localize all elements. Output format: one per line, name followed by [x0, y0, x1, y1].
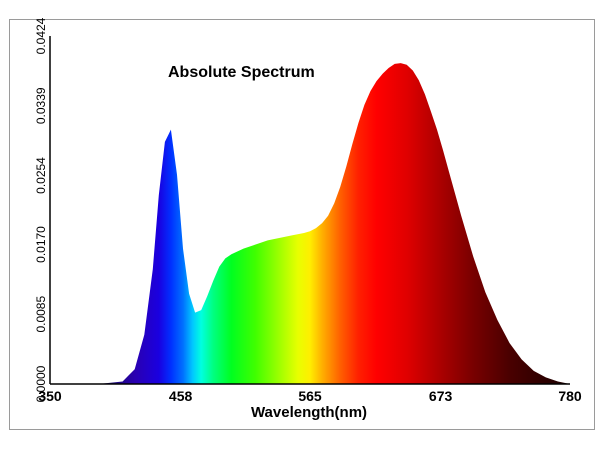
x-tick-label: 565	[298, 388, 322, 404]
x-tick-label: 673	[429, 388, 453, 404]
y-tick-label: 0.0170	[34, 226, 48, 263]
y-tick-label: 0.0085	[34, 296, 48, 333]
y-tick-label: 0.0000	[34, 365, 48, 402]
chart-axes	[49, 36, 570, 385]
chart-frame	[9, 19, 595, 430]
x-axis-label: Wavelength(nm)	[251, 404, 367, 421]
x-tick-label: 780	[558, 388, 582, 404]
spectrum-area	[50, 63, 570, 384]
y-axis-ticks: 0.0000 0.0085 0.0170 0.0254 0.0339 0.0424	[34, 17, 48, 402]
y-tick-label: 0.0339	[34, 87, 48, 124]
x-axis-ticks: 350 458 565 673 780	[38, 388, 582, 404]
x-tick-label: 458	[169, 388, 193, 404]
y-tick-label: 0.0254	[34, 157, 48, 194]
y-tick-label: 0.0424	[34, 17, 48, 54]
chart-title: Absolute Spectrum	[168, 64, 315, 81]
x-tick-label: 350	[38, 388, 62, 404]
